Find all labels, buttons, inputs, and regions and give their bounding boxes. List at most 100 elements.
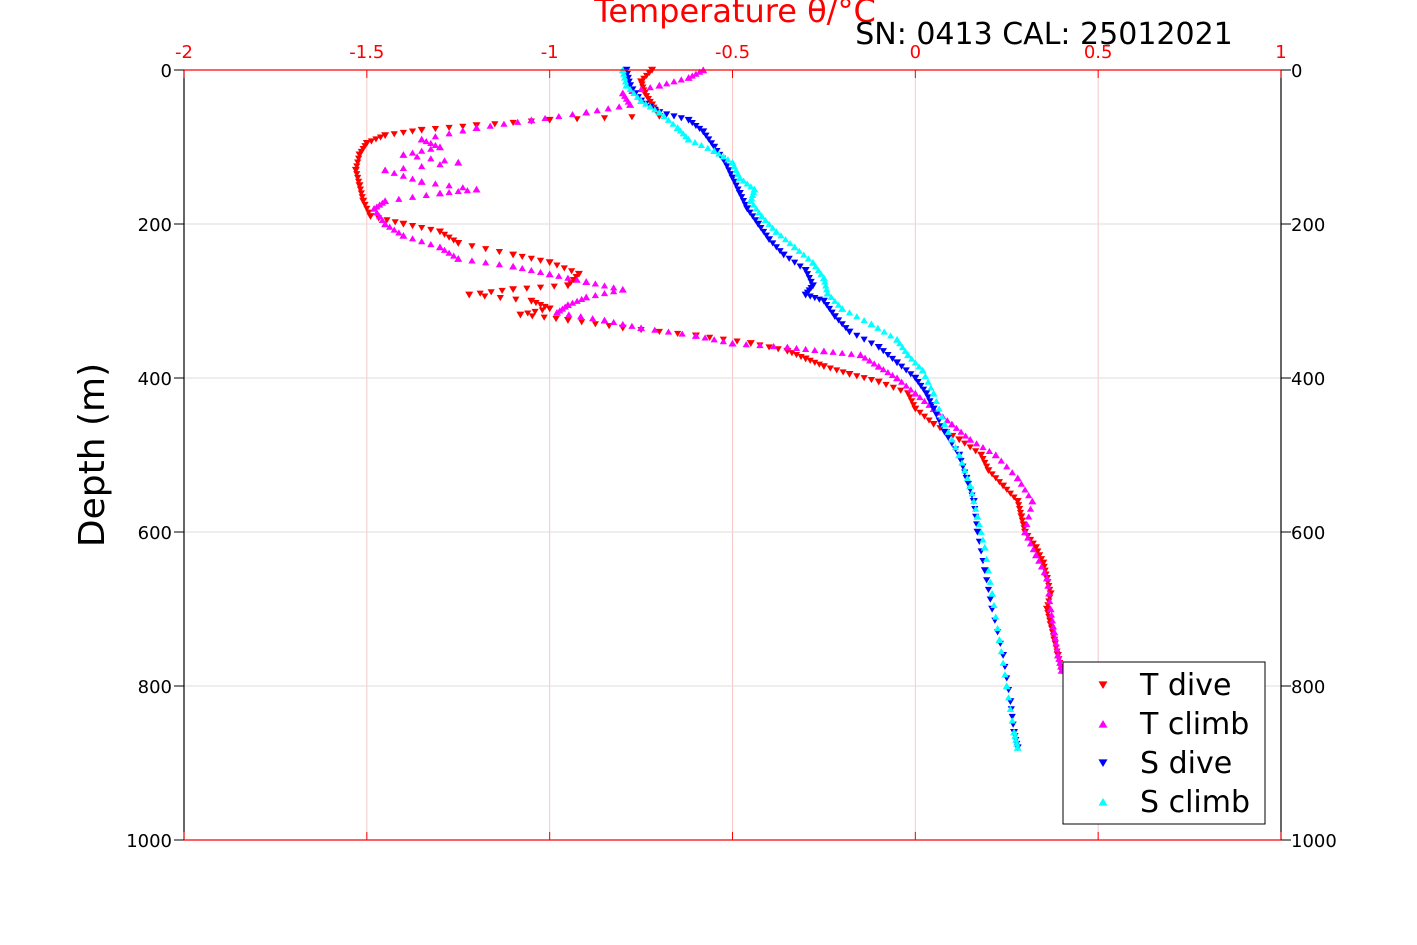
data-point xyxy=(691,332,700,339)
data-point xyxy=(860,375,868,382)
data-point xyxy=(651,106,659,113)
data-point xyxy=(860,336,868,343)
data-point xyxy=(1003,486,1011,493)
data-point xyxy=(427,155,435,162)
data-point xyxy=(395,229,403,236)
data-point xyxy=(884,352,892,359)
data-point xyxy=(555,112,563,120)
y-tick-label-right: 200 xyxy=(1291,215,1325,236)
data-point xyxy=(459,127,467,134)
data-point xyxy=(622,81,631,89)
data-point xyxy=(545,116,554,124)
data-point xyxy=(445,124,453,131)
data-point xyxy=(1047,611,1056,618)
data-point xyxy=(610,284,618,291)
data-point xyxy=(454,158,463,166)
data-point xyxy=(706,334,714,341)
data-point xyxy=(378,216,386,224)
data-point xyxy=(618,285,627,293)
data-point xyxy=(795,247,803,254)
data-point xyxy=(677,115,685,122)
data-point xyxy=(838,305,847,312)
data-point xyxy=(552,316,560,323)
data-point xyxy=(440,246,449,253)
data-point xyxy=(944,428,952,435)
data-point xyxy=(856,351,865,359)
data-point xyxy=(431,133,439,140)
y-tick-label-left: 0 xyxy=(161,61,172,82)
data-point xyxy=(408,149,417,156)
data-point xyxy=(1028,497,1037,505)
data-point xyxy=(802,345,810,353)
data-point xyxy=(909,402,918,409)
data-point xyxy=(901,347,909,354)
data-point xyxy=(498,287,506,295)
data-point xyxy=(445,182,453,189)
data-point xyxy=(966,444,974,451)
data-point xyxy=(811,295,819,302)
data-point xyxy=(887,332,895,339)
data-point xyxy=(808,258,817,266)
data-point xyxy=(600,282,609,289)
data-point xyxy=(957,428,965,435)
data-point xyxy=(955,436,964,444)
data-point xyxy=(911,405,920,413)
data-point xyxy=(739,177,748,184)
data-point xyxy=(874,344,883,351)
data-point xyxy=(761,216,770,224)
data-point xyxy=(719,338,727,345)
data-point xyxy=(678,330,686,337)
data-point xyxy=(367,138,376,145)
data-point xyxy=(979,455,987,463)
data-point xyxy=(734,186,742,193)
data-point xyxy=(669,120,677,127)
data-point xyxy=(1013,474,1022,482)
data-point xyxy=(391,219,399,226)
data-point xyxy=(791,259,799,266)
data-point xyxy=(801,355,810,363)
data-point xyxy=(908,398,916,405)
legend-marker xyxy=(1098,681,1108,690)
data-point xyxy=(985,447,993,455)
data-point xyxy=(743,180,751,187)
data-point xyxy=(805,275,813,282)
data-point xyxy=(630,89,638,96)
data-point xyxy=(373,209,381,216)
data-point xyxy=(981,459,989,466)
data-point xyxy=(889,384,897,391)
data-point xyxy=(975,521,983,528)
data-point xyxy=(528,313,536,320)
data-point xyxy=(524,310,532,317)
data-point xyxy=(527,255,535,262)
data-point xyxy=(435,189,444,197)
data-point xyxy=(769,240,777,247)
data-point xyxy=(637,324,646,332)
data-point xyxy=(417,178,426,185)
data-point xyxy=(819,297,828,305)
data-point xyxy=(1013,740,1021,747)
data-point xyxy=(637,97,646,104)
data-point xyxy=(1006,705,1015,712)
data-point xyxy=(908,355,916,362)
data-point xyxy=(812,263,820,270)
data-point xyxy=(459,184,467,191)
data-point xyxy=(918,366,927,374)
data-point xyxy=(518,253,526,260)
data-point xyxy=(888,371,897,378)
data-point xyxy=(757,212,766,220)
data-point xyxy=(600,316,609,324)
data-point xyxy=(929,405,938,413)
data-point xyxy=(893,335,902,343)
data-point xyxy=(1026,540,1035,547)
data-point xyxy=(801,267,810,274)
data-point xyxy=(783,343,792,351)
data-point xyxy=(563,282,572,290)
data-point xyxy=(1012,736,1020,743)
data-point xyxy=(838,321,846,328)
data-point xyxy=(1050,628,1059,636)
data-point xyxy=(408,223,417,230)
legend-marker xyxy=(1098,759,1108,768)
data-point xyxy=(705,136,713,143)
data-point xyxy=(418,238,426,245)
data-point xyxy=(904,351,913,359)
